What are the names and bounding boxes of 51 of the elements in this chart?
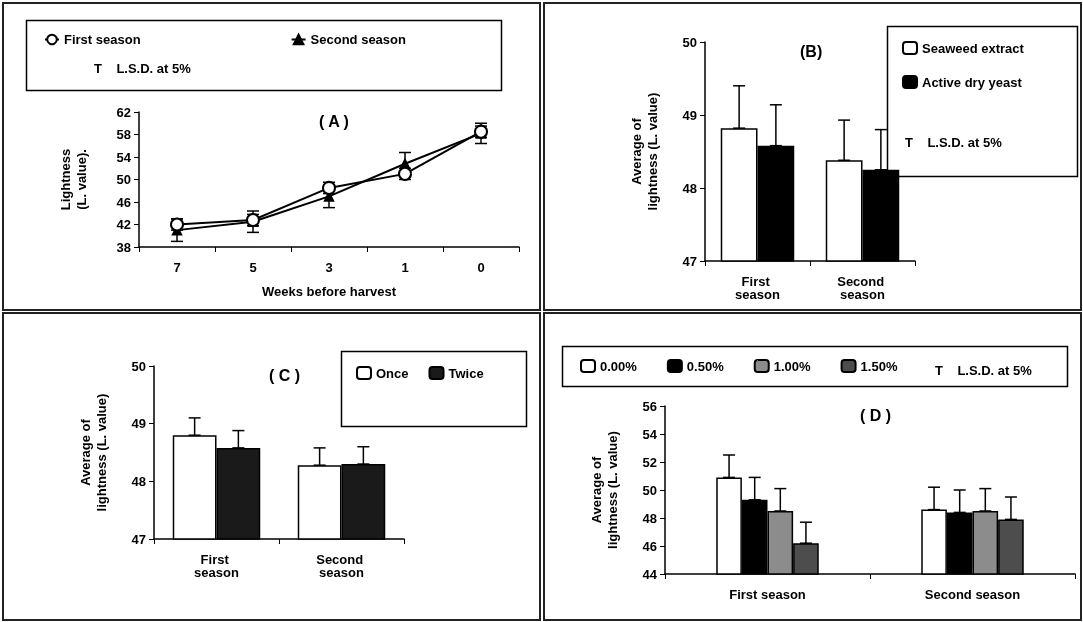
x-tick-label: 0: [477, 260, 485, 275]
x-tick-label: Second season: [837, 274, 888, 302]
y-tick-label: 48: [682, 180, 697, 196]
y-axis-title: Average of lightness (L. value): [588, 431, 620, 549]
legend-label: Seaweed extract: [922, 40, 1025, 56]
legend-label: First season: [64, 32, 141, 47]
legend-label: 1.00%: [773, 358, 812, 374]
y-tick-label: 46: [116, 194, 131, 210]
legend-label: Once: [376, 365, 409, 381]
y-tick-label: 49: [682, 107, 697, 123]
legend-label: Second season: [310, 32, 407, 47]
legend-label: 0.50%: [686, 358, 725, 374]
y-tick-label: 52: [642, 454, 657, 470]
y-axis-title: Average of lightness (L. value): [77, 393, 109, 512]
chart-title: ( C ): [269, 366, 301, 384]
legend-label: Active dry yeast: [922, 74, 1023, 90]
y-tick-label: 48: [642, 510, 657, 526]
y-tick-label: 46: [642, 538, 657, 554]
y-tick-label: 38: [116, 239, 131, 255]
y-tick-label: 50: [116, 172, 131, 187]
y-tick-label: 62: [116, 104, 131, 120]
y-tick-label: 49: [131, 416, 146, 432]
legend-label: 1.50%: [860, 358, 898, 374]
text: T L.S.D. at 5%: [935, 363, 1033, 378]
y-axis-title: Average of lightness (L. value): [628, 92, 660, 211]
y-tick-label: 56: [642, 398, 657, 414]
x-tick-label: 3: [325, 260, 333, 275]
y-tick-label: 54: [642, 426, 658, 442]
y-tick-label: 47: [682, 253, 697, 269]
legend-label: 0.00%: [600, 358, 638, 374]
x-tick-label: 1: [401, 260, 409, 275]
chart-title: (B): [800, 42, 823, 60]
y-tick-label: 50: [682, 34, 697, 50]
y-tick-label: 50: [131, 358, 146, 374]
legend-label: Twice: [448, 365, 484, 381]
x-axis-title: Weeks before harvest: [261, 284, 397, 299]
x-tick-label: 7: [173, 260, 181, 275]
y-tick-label: 44: [642, 566, 658, 582]
annotation: T L.S.D. at 5%: [905, 135, 1003, 150]
chart-title: ( D ): [860, 406, 892, 424]
text: T L.S.D. at 5%: [94, 61, 192, 76]
y-tick-label: 58: [116, 127, 131, 142]
y-tick-label: 54: [116, 149, 132, 165]
y-tick-label: 50: [642, 482, 657, 498]
x-tick-label: 5: [249, 260, 257, 275]
chart-title: ( A ): [319, 112, 349, 130]
x-tick-label: First season: [735, 274, 780, 302]
y-tick-label: 48: [131, 473, 146, 489]
y-tick-label: 47: [131, 531, 146, 547]
y-tick-label: 42: [116, 217, 131, 232]
y-axis-title: Lightness (L. value).: [57, 148, 89, 211]
